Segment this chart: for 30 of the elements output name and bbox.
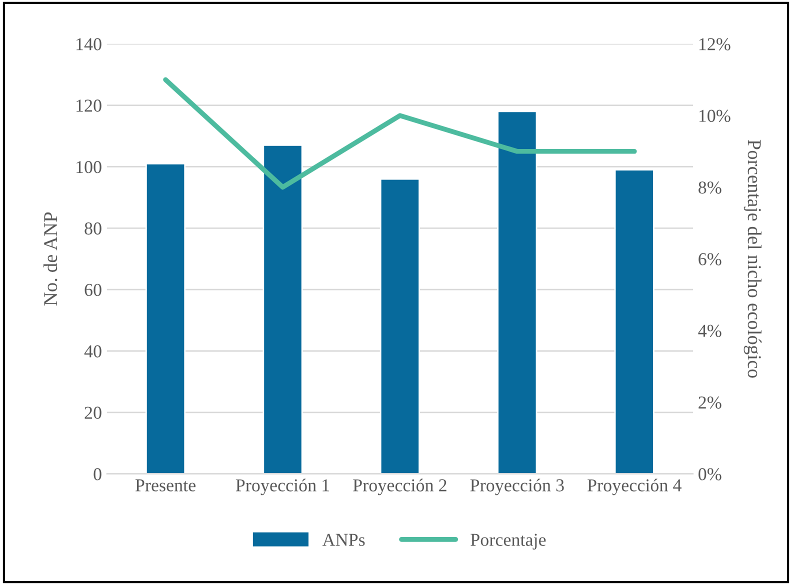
bar [497,110,538,474]
y2-axis-title: Porcentaje del nicho ecológico [744,140,762,378]
y2-tick-label: 2% [698,396,722,409]
y-tick-label: 0 [94,468,102,480]
x-tick-label: Proyección 1 [236,478,330,496]
y-tick-label: 100 [76,160,102,174]
y-tick-label: 140 [76,38,102,50]
y2-tick-label: 6% [698,253,722,266]
y-tick-label: 80 [84,222,102,235]
line-series [163,77,637,190]
x-tick-label: Proyección 2 [353,478,446,496]
bar [380,178,420,474]
y-tick-label: 60 [84,284,102,296]
y2-tick-label: 4% [698,324,722,338]
y-tick-label: 40 [84,345,102,358]
x-tick-label: Proyección 3 [470,478,564,496]
y2-tick-label: 12% [699,38,730,50]
x-tick-label: Proyección 4 [588,478,682,496]
bar [614,169,654,474]
legend-label: Porcentaje [470,534,546,550]
y-tick-label: 120 [76,100,102,112]
bar [262,144,303,474]
x-tick-label: Presente [135,479,196,492]
y-tick-label: 20 [84,406,102,419]
y-axis-title: No. de ANP [43,212,58,306]
y2-tick-label: 8% [698,181,722,194]
y2-tick-label: 10% [699,110,730,122]
legend-label: ANPs [322,534,365,546]
y2-tick-label: 0% [698,468,722,480]
bar [145,162,186,474]
